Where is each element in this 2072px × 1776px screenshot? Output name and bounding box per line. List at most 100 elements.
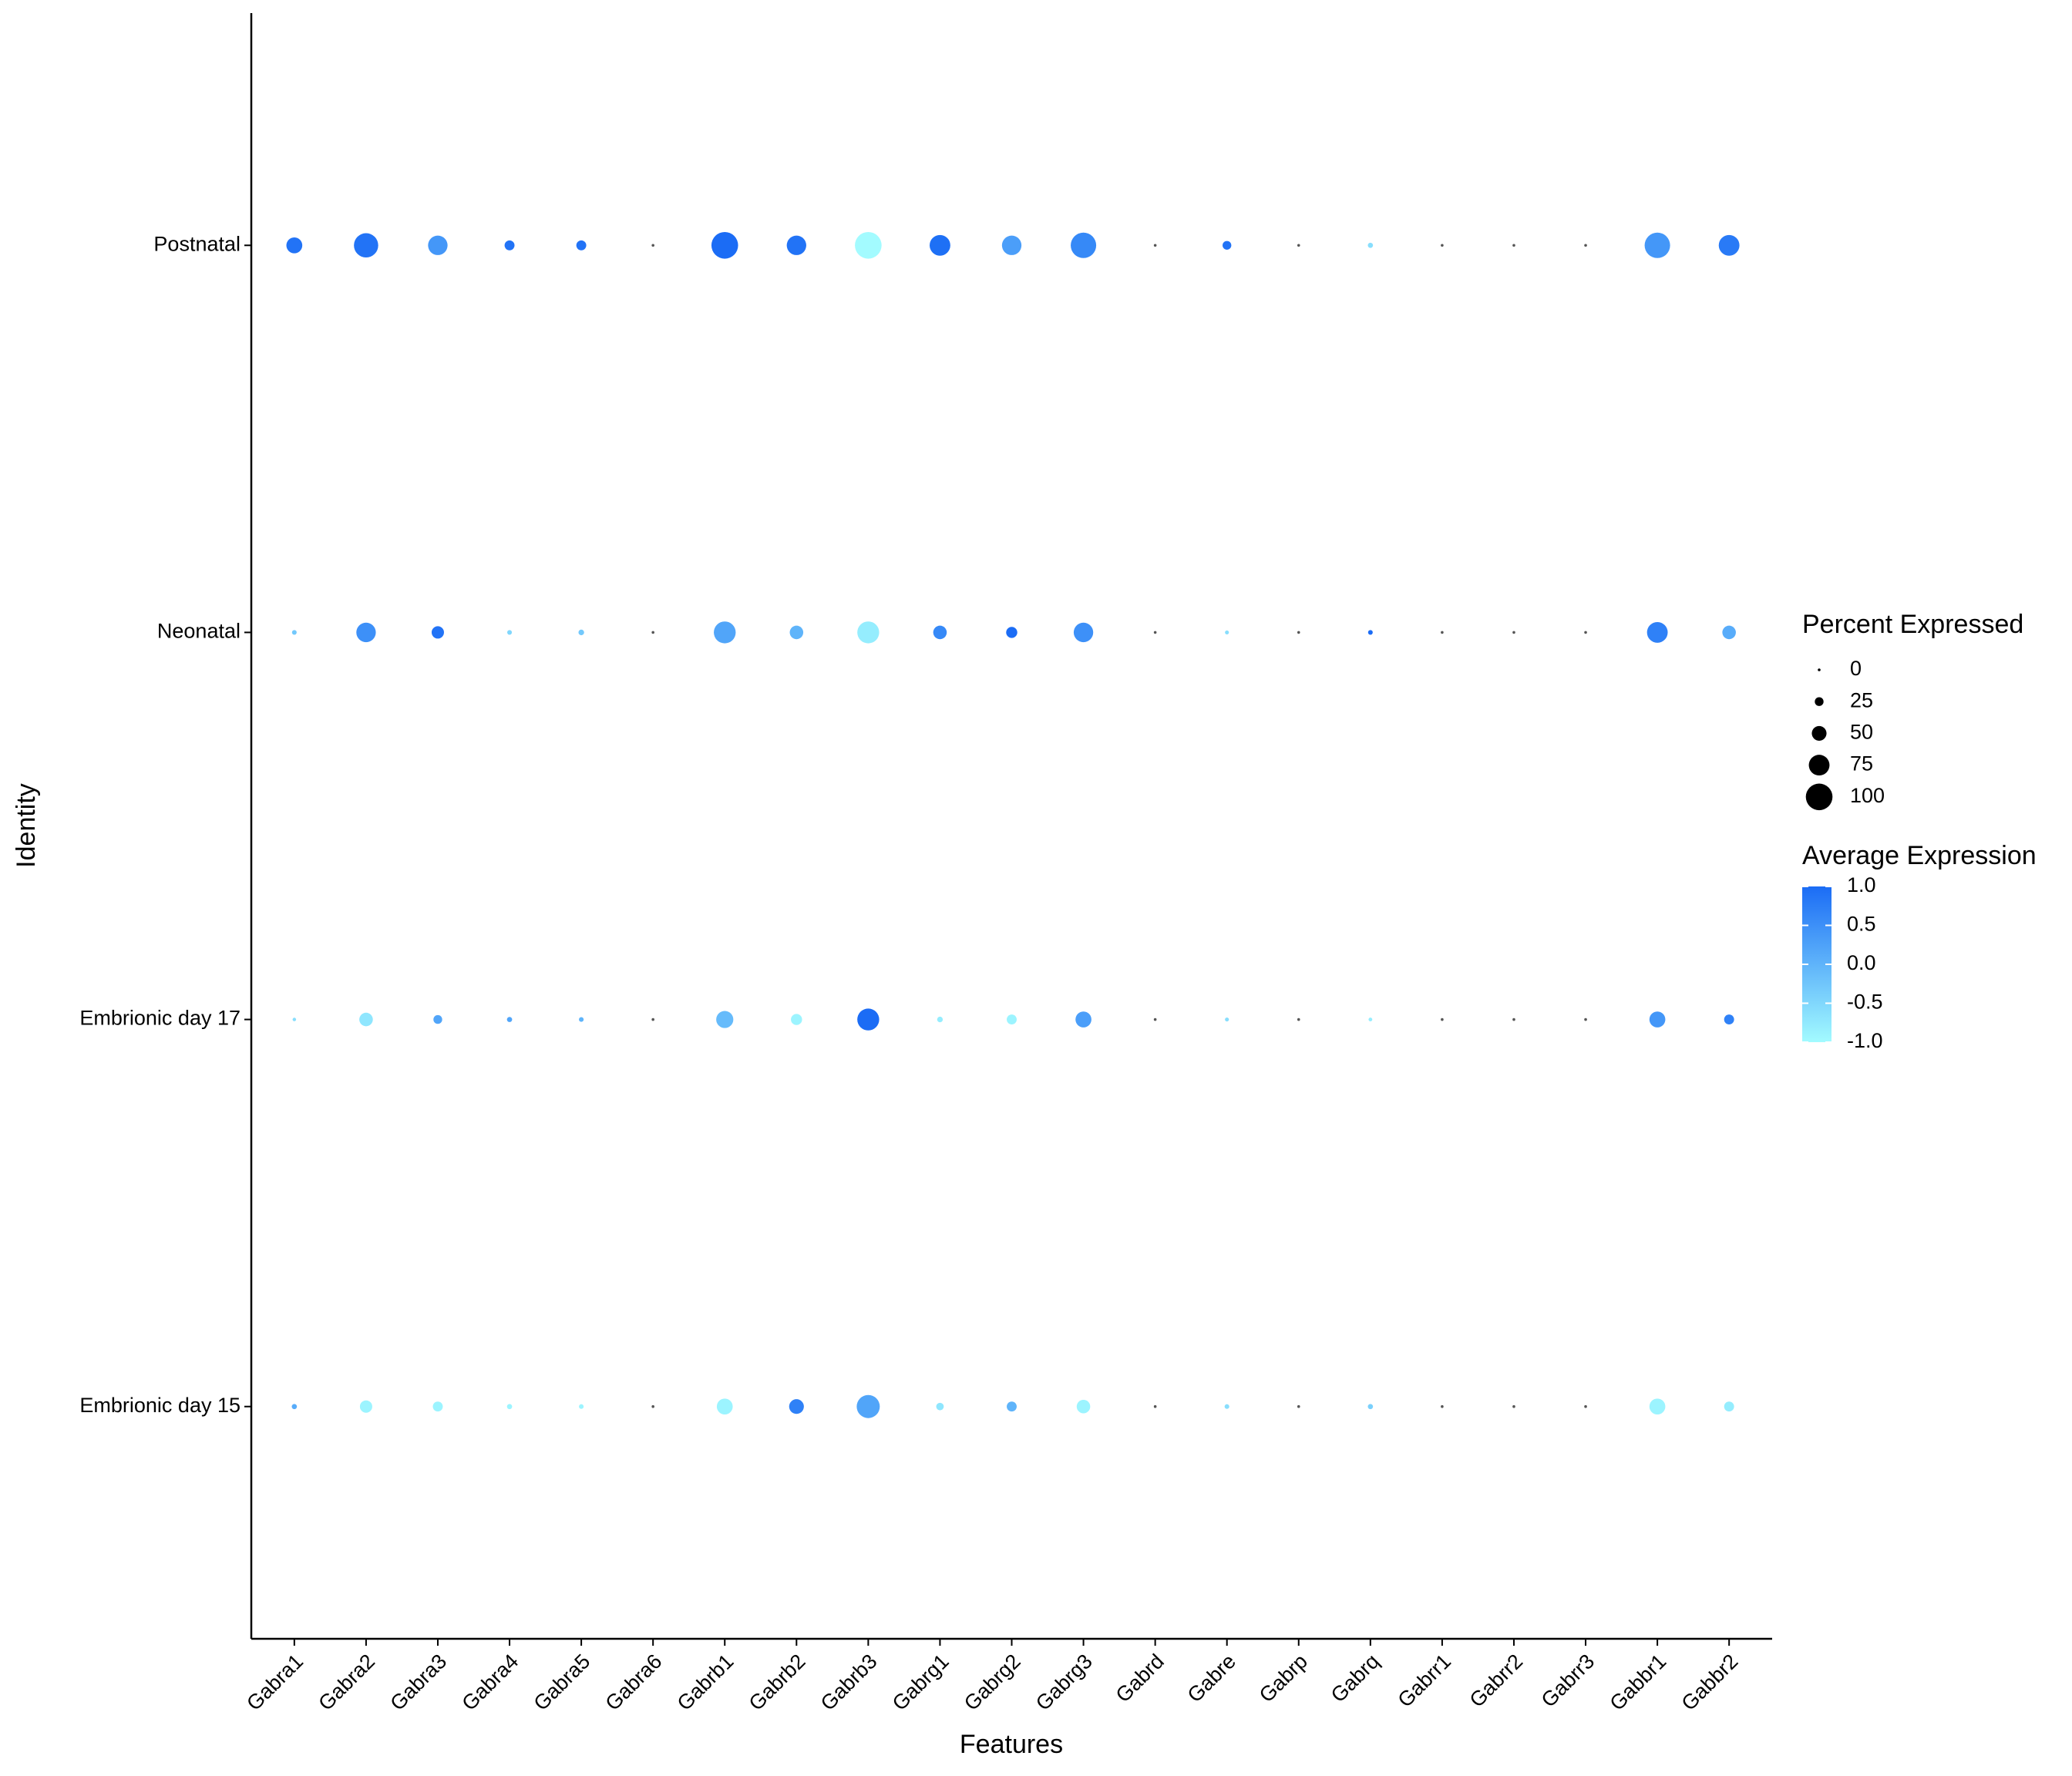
dot bbox=[1649, 1011, 1666, 1028]
y-tick-label: Embrionic day 15 bbox=[79, 1394, 240, 1417]
dot bbox=[1441, 1404, 1444, 1408]
x-tick-label: Gabrb1 bbox=[673, 1650, 738, 1715]
x-tick-label: Gabrb2 bbox=[745, 1650, 810, 1715]
dot bbox=[1075, 1011, 1092, 1028]
dot bbox=[1001, 235, 1022, 255]
y-tick-label: Postnatal bbox=[153, 232, 240, 255]
dot bbox=[1225, 630, 1229, 635]
dot bbox=[1367, 1404, 1374, 1410]
dot bbox=[1367, 630, 1373, 635]
dot bbox=[1718, 234, 1740, 256]
x-tick-label: Gabre bbox=[1183, 1650, 1240, 1707]
x-tick-label: Gabrg2 bbox=[960, 1650, 1025, 1715]
dot bbox=[1153, 631, 1157, 634]
x-tick-label: Gabra4 bbox=[457, 1650, 523, 1715]
dot bbox=[1644, 232, 1670, 258]
dot bbox=[651, 1018, 654, 1021]
dot bbox=[1007, 1014, 1017, 1025]
color-legend-label: -1.0 bbox=[1847, 1029, 1883, 1052]
size-legend-dot bbox=[1808, 755, 1830, 776]
dot bbox=[428, 235, 448, 255]
dot bbox=[930, 234, 950, 256]
x-tick-label: Gabbr2 bbox=[1677, 1650, 1743, 1715]
dot bbox=[359, 1012, 373, 1027]
x-tick-label: Gabra3 bbox=[385, 1650, 451, 1715]
dot bbox=[711, 231, 738, 259]
size-legend-label: 100 bbox=[1850, 784, 1885, 807]
size-legend-dot bbox=[1818, 668, 1821, 671]
dot bbox=[651, 244, 654, 247]
dot bbox=[936, 1402, 944, 1411]
dot bbox=[1441, 1018, 1444, 1021]
dot bbox=[1441, 631, 1444, 634]
dot bbox=[1512, 244, 1515, 247]
dot bbox=[933, 625, 947, 640]
dot bbox=[506, 630, 513, 635]
color-legend-label: 0.5 bbox=[1847, 913, 1876, 936]
size-legend-title: Percent Expressed bbox=[1802, 610, 2023, 639]
dot bbox=[1297, 1404, 1300, 1408]
dot bbox=[578, 629, 584, 636]
color-legend-label: 1.0 bbox=[1847, 873, 1876, 896]
dot bbox=[1153, 244, 1157, 247]
x-tick-label: Gabra5 bbox=[529, 1650, 594, 1715]
dot bbox=[433, 1014, 442, 1024]
dot bbox=[1224, 1404, 1229, 1409]
dot bbox=[1584, 244, 1587, 247]
x-tick-label: Gabra6 bbox=[601, 1650, 667, 1715]
dot bbox=[354, 233, 378, 258]
y-axis-title: Identity bbox=[12, 783, 41, 868]
dot bbox=[1512, 1404, 1515, 1408]
dot bbox=[786, 235, 806, 255]
size-legend-label: 0 bbox=[1850, 657, 1862, 680]
dot bbox=[504, 240, 515, 251]
dot bbox=[579, 1404, 584, 1409]
dot bbox=[789, 625, 804, 640]
dot bbox=[431, 626, 444, 639]
dot bbox=[1649, 1398, 1666, 1415]
dot bbox=[576, 240, 587, 251]
dot bbox=[1225, 1017, 1229, 1022]
color-legend-title: Average Expression bbox=[1802, 841, 2037, 870]
dot bbox=[1512, 631, 1515, 634]
dot bbox=[1584, 1404, 1587, 1408]
dot bbox=[1584, 631, 1587, 634]
dot bbox=[1007, 1401, 1017, 1412]
x-tick-label: Gabrb3 bbox=[816, 1650, 882, 1715]
y-tick-label: Neonatal bbox=[157, 620, 240, 643]
x-tick-label: Gabrr2 bbox=[1465, 1650, 1528, 1712]
dot bbox=[291, 1404, 298, 1410]
dot bbox=[1368, 1018, 1373, 1021]
dot bbox=[714, 621, 736, 644]
dot bbox=[1724, 1014, 1734, 1025]
dot bbox=[937, 1016, 944, 1023]
size-legend-dot bbox=[1805, 783, 1833, 811]
size-legend-label: 50 bbox=[1850, 721, 1873, 744]
x-tick-label: Gabrq bbox=[1327, 1650, 1384, 1707]
dot bbox=[1646, 622, 1668, 643]
dot bbox=[506, 1404, 513, 1410]
dot bbox=[855, 231, 882, 259]
dot bbox=[716, 1011, 734, 1028]
dot bbox=[579, 1017, 584, 1022]
dot bbox=[1584, 1018, 1587, 1021]
dot bbox=[291, 630, 297, 635]
x-tick-label: Gabrg1 bbox=[888, 1650, 954, 1715]
dot bbox=[506, 1017, 513, 1022]
dot bbox=[1223, 240, 1232, 250]
color-legend-label: 0.0 bbox=[1847, 951, 1876, 974]
size-legend-dot bbox=[1815, 697, 1824, 706]
dot bbox=[359, 1400, 372, 1413]
x-tick-label: Gabrr3 bbox=[1537, 1650, 1599, 1712]
size-legend-label: 75 bbox=[1850, 752, 1873, 775]
dot bbox=[1297, 631, 1300, 634]
dot bbox=[1297, 1018, 1300, 1021]
x-tick-label: Gabbr1 bbox=[1605, 1650, 1670, 1715]
size-legend-dot bbox=[1811, 725, 1827, 741]
color-legend-label: -0.5 bbox=[1847, 991, 1883, 1014]
dot bbox=[857, 1008, 880, 1031]
dot bbox=[856, 1394, 880, 1418]
x-tick-label: Gabrd bbox=[1112, 1650, 1169, 1707]
dot bbox=[716, 1398, 733, 1415]
